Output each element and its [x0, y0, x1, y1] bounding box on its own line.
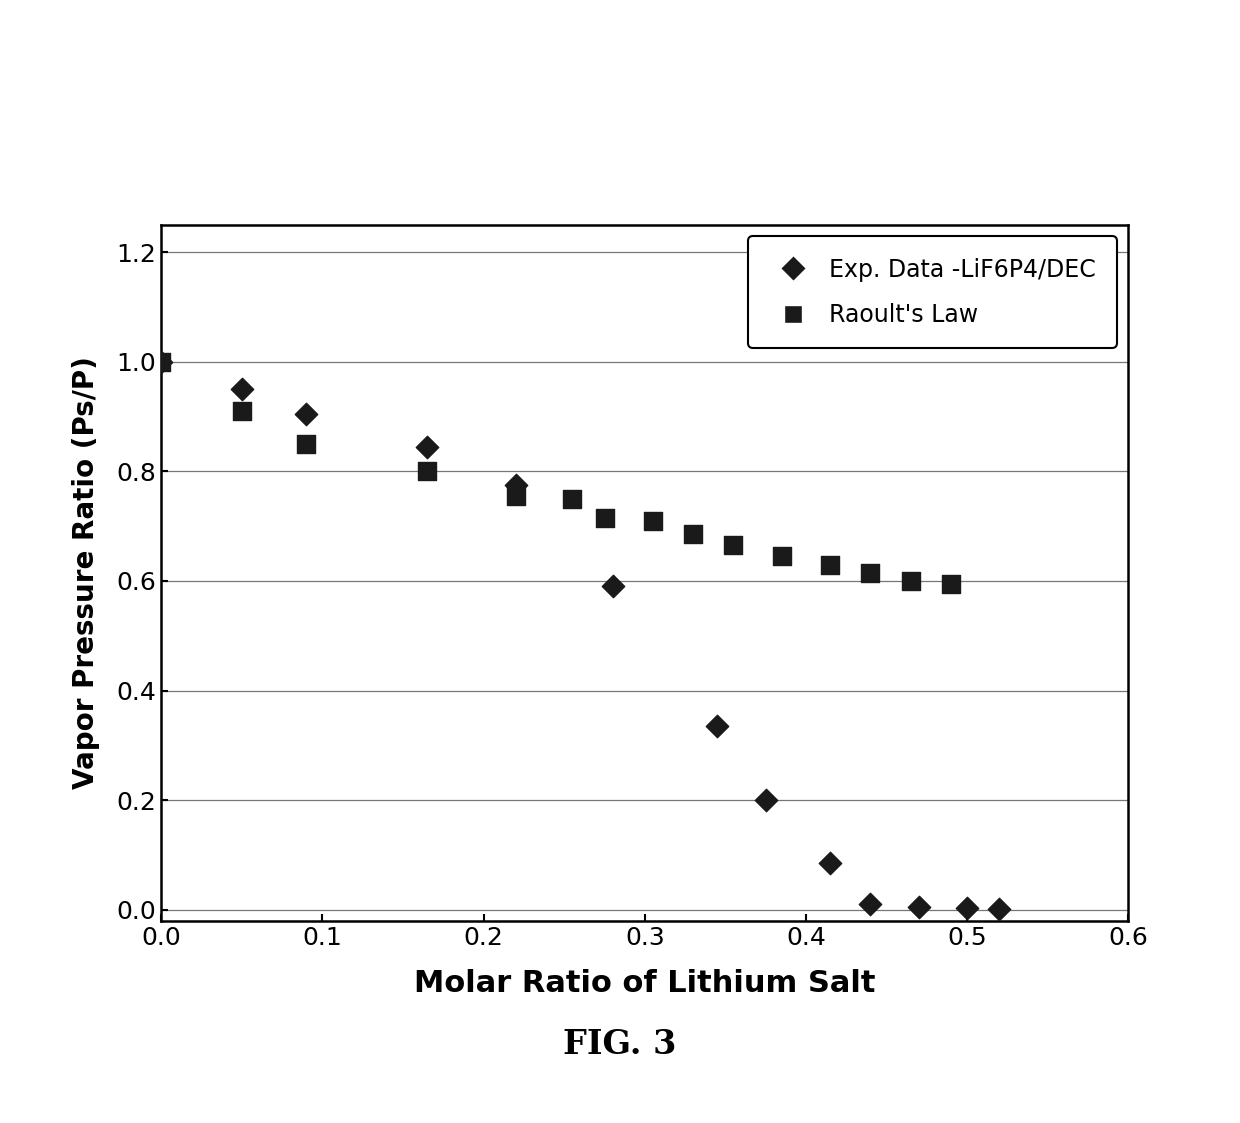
Raoult's Law	[595, 509, 615, 527]
Exp. Data -LiF6P4/DEC	[990, 900, 1009, 917]
Raoult's Law	[773, 547, 792, 565]
Exp. Data -LiF6P4/DEC	[296, 404, 316, 422]
Exp. Data -LiF6P4/DEC	[821, 855, 841, 873]
Exp. Data -LiF6P4/DEC	[506, 476, 526, 494]
Raoult's Law	[683, 526, 703, 544]
Text: FIG. 3: FIG. 3	[563, 1028, 677, 1061]
Raoult's Law	[901, 572, 921, 590]
Y-axis label: Vapor Pressure Ratio (Ps/P): Vapor Pressure Ratio (Ps/P)	[72, 356, 99, 789]
Raoult's Law	[506, 487, 526, 505]
Exp. Data -LiF6P4/DEC	[603, 577, 622, 595]
Exp. Data -LiF6P4/DEC	[909, 898, 929, 916]
Raoult's Law	[296, 435, 316, 453]
Exp. Data -LiF6P4/DEC	[756, 792, 776, 810]
Raoult's Law	[941, 575, 961, 593]
Exp. Data -LiF6P4/DEC	[417, 438, 438, 456]
Raoult's Law	[861, 564, 880, 582]
Raoult's Law	[821, 556, 841, 574]
Raoult's Law	[563, 490, 583, 508]
Raoult's Law	[724, 537, 744, 555]
Exp. Data -LiF6P4/DEC	[861, 895, 880, 913]
Raoult's Law	[232, 402, 252, 420]
Raoult's Law	[151, 353, 171, 371]
Exp. Data -LiF6P4/DEC	[151, 353, 171, 371]
Exp. Data -LiF6P4/DEC	[232, 380, 252, 398]
Exp. Data -LiF6P4/DEC	[957, 900, 977, 917]
Legend: Exp. Data -LiF6P4/DEC, Raoult's Law: Exp. Data -LiF6P4/DEC, Raoult's Law	[748, 237, 1116, 348]
Raoult's Law	[417, 463, 438, 481]
Raoult's Law	[644, 512, 663, 530]
Exp. Data -LiF6P4/DEC	[707, 718, 727, 736]
X-axis label: Molar Ratio of Lithium Salt: Molar Ratio of Lithium Salt	[414, 969, 875, 998]
